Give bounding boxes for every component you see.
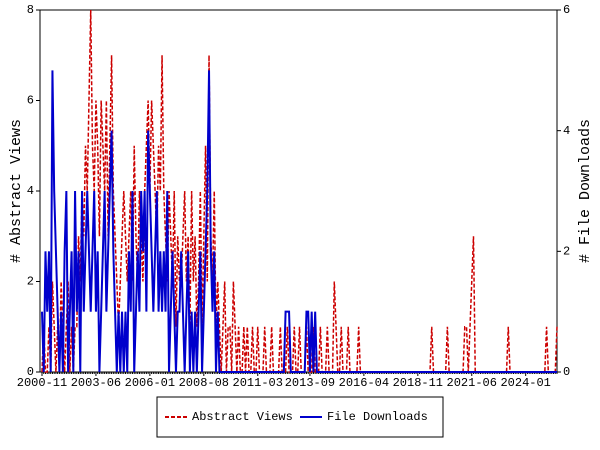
x-tick-label: 2024-01 xyxy=(500,376,550,390)
x-tick-label: 2008-08 xyxy=(179,376,229,390)
legend-label: File Downloads xyxy=(327,410,428,424)
x-tick-label: 2018-11 xyxy=(393,376,443,390)
x-tick-label: 2006-01 xyxy=(125,376,175,390)
y2-tick-label: 6 xyxy=(563,3,570,17)
legend-label: Abstract Views xyxy=(192,410,293,424)
x-tick-label: 2003-06 xyxy=(71,376,121,390)
y-tick-label: 6 xyxy=(27,94,34,108)
x-tick-label: 2011-03 xyxy=(233,376,283,390)
y2-axis-label: # File Downloads xyxy=(577,119,594,263)
x-tick-label: 2000-11 xyxy=(17,376,67,390)
y-axis-label: # Abstract Views xyxy=(8,119,25,263)
series-line xyxy=(41,70,557,373)
y-tick-label: 8 xyxy=(27,3,34,17)
y2-tick-label: 0 xyxy=(563,365,570,379)
x-tick-label: 2021-06 xyxy=(447,376,497,390)
y-tick-label: 2 xyxy=(27,275,34,289)
x-tick-label: 2013-09 xyxy=(285,376,335,390)
y2-tick-label: 2 xyxy=(563,245,570,259)
y-tick-label: 4 xyxy=(27,184,34,198)
y-tick-label: 0 xyxy=(27,365,34,379)
y2-tick-label: 4 xyxy=(563,124,570,138)
x-tick-label: 2016-04 xyxy=(339,376,389,390)
